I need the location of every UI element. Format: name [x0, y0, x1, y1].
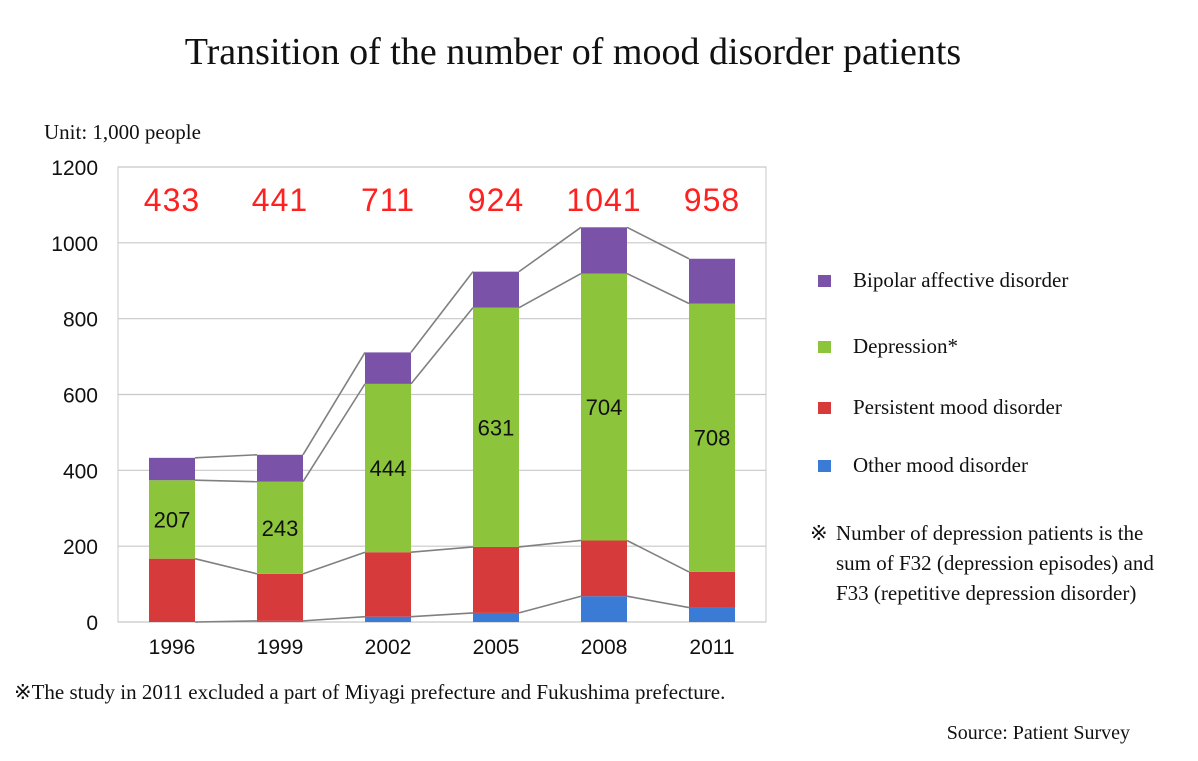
y-tick-label: 1000: [51, 233, 98, 256]
bar-segment: [365, 616, 411, 622]
stacked-bar-chart: 0 200 400 600 800 1000 1200 1996 1999 2002 2005 20…: [51, 157, 767, 659]
bar-segment: [365, 352, 411, 384]
legend-swatch-other: [818, 459, 831, 472]
unit-label: Unit: 1,000 people: [44, 120, 201, 144]
bar-segment: [581, 227, 627, 274]
connector-line: [194, 479, 258, 483]
legend-label-persistent: Persistent mood disorder: [853, 395, 1062, 419]
legend-swatch-depression: [818, 340, 831, 353]
connector-line: [518, 272, 582, 309]
total-value-label: 711: [361, 182, 415, 218]
y-axis-labels: 0 200 400 600 800 1000 1200: [51, 157, 98, 635]
x-tick-label: 1999: [257, 636, 304, 659]
connector-line: [626, 595, 690, 609]
bar-segment: [365, 552, 411, 617]
connector-lines: [194, 226, 690, 623]
segment-labels: 207 243 444 631 704 708: [154, 395, 731, 541]
depression-value-label: 708: [694, 426, 731, 451]
y-tick-label: 0: [86, 612, 98, 635]
bar-segment: [689, 571, 735, 608]
connector-line: [518, 595, 582, 614]
footnote: ※The study in 2011 excluded a part of Mi…: [14, 680, 726, 704]
bar-segment: [149, 457, 195, 481]
connector-line: [194, 453, 258, 459]
connector-line: [302, 551, 366, 575]
total-value-label: 433: [144, 182, 200, 218]
bar-segment: [149, 480, 195, 559]
connector-line: [518, 226, 582, 273]
legend-item-bipolar: Bipolar affective disorder: [818, 268, 1068, 293]
bar-segment: [473, 307, 519, 547]
bar-segment: [257, 481, 303, 574]
bar-segment: [581, 596, 627, 622]
bar-segment: [257, 620, 303, 622]
bars: [149, 227, 735, 622]
depression-value-label: 207: [154, 507, 191, 532]
y-tick-label: 400: [63, 460, 98, 483]
bar-segment: [473, 546, 519, 613]
bar-segment: [581, 273, 627, 541]
connector-line: [410, 612, 474, 618]
connector-line: [410, 307, 474, 385]
total-value-label: 924: [468, 182, 524, 218]
connector-line: [302, 383, 366, 483]
note-mark: ※: [810, 521, 828, 545]
bar-segment: [689, 607, 735, 622]
total-labels: 433 441 711 924 1041 958: [144, 182, 740, 218]
bar-segment: [365, 383, 411, 553]
bar-segment: [581, 540, 627, 597]
bar-segment: [689, 258, 735, 304]
x-tick-label: 1996: [149, 636, 196, 659]
depression-value-label: 243: [262, 516, 299, 541]
x-tick-label: 2005: [473, 636, 520, 659]
source-label: Source: Patient Survey: [946, 722, 1130, 744]
legend-swatch-persistent: [818, 401, 831, 414]
note-text: Number of depression patients is the sum…: [836, 521, 1154, 605]
y-tick-label: 600: [63, 385, 98, 408]
bar-segment: [149, 558, 195, 622]
bar-segment: [689, 303, 735, 572]
legend-label-depression: Depression*: [853, 334, 958, 358]
legend-item-persistent: Persistent mood disorder: [818, 395, 1062, 420]
total-value-label: 441: [252, 182, 308, 218]
connector-line: [194, 620, 258, 623]
legend-swatch-bipolar: [818, 274, 831, 287]
legend-item-depression: Depression*: [818, 334, 958, 359]
y-tick-label: 1200: [51, 157, 98, 180]
x-tick-label: 2008: [581, 636, 628, 659]
connector-line: [410, 546, 474, 554]
y-tick-label: 800: [63, 309, 98, 332]
legend-label-other: Other mood disorder: [853, 453, 1028, 477]
x-tick-label: 2002: [365, 636, 412, 659]
bar-segment: [257, 573, 303, 621]
depression-value-label: 444: [370, 456, 407, 481]
depression-note: ※ Number of depression patients is the s…: [810, 518, 1176, 608]
connector-line: [302, 615, 366, 622]
connector-line: [626, 272, 690, 305]
connector-line: [194, 557, 258, 575]
total-value-label: 1041: [566, 182, 641, 218]
x-axis-labels: 1996 1999 2002 2005 2008 2011: [149, 636, 735, 659]
bar-segment: [473, 612, 519, 622]
connector-line: [518, 539, 582, 548]
legend-item-other: Other mood disorder: [818, 453, 1028, 478]
gridlines: [117, 166, 767, 623]
legend-label-bipolar: Bipolar affective disorder: [853, 268, 1069, 292]
y-tick-label: 200: [63, 536, 98, 559]
x-tick-label: 2011: [689, 636, 734, 659]
connector-line: [410, 271, 474, 353]
connector-line: [302, 351, 366, 456]
depression-value-label: 704: [586, 395, 623, 420]
total-value-label: 958: [684, 182, 740, 218]
connector-line: [626, 226, 690, 260]
bar-segment: [257, 454, 303, 482]
chart-title: Transition of the number of mood disorde…: [184, 31, 962, 73]
connector-line: [626, 539, 690, 573]
bar-segment: [473, 271, 519, 308]
depression-value-label: 631: [478, 415, 515, 440]
